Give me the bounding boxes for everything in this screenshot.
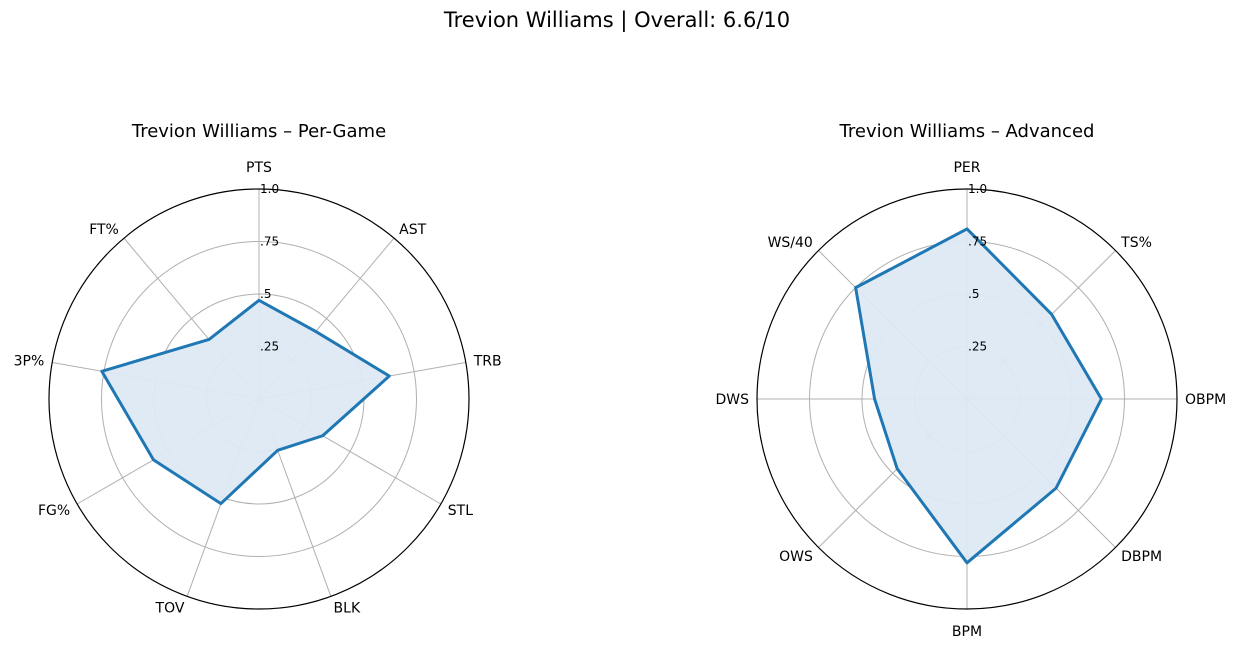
category-label-fg-pct: FG% — [38, 503, 70, 519]
category-label-dbpm: DBPM — [1121, 549, 1162, 565]
radar-per-game: .25 .5 .75 1.0 PTS AST TRB STL BLK TOV FG% 3P% FT% Tr… — [14, 121, 502, 617]
category-label-bpm: BPM — [952, 624, 982, 640]
category-label-pts: PTS — [246, 160, 272, 176]
category-label-dws: DWS — [715, 392, 749, 408]
r-tick-label: 1.0 — [968, 182, 987, 196]
r-tick-label: .5 — [968, 287, 979, 301]
category-label-3p-pct: 3P% — [14, 353, 45, 369]
category-label-ows: OWS — [779, 549, 813, 565]
r-tick-label: .75 — [968, 235, 987, 249]
r-tick-label: 1.0 — [260, 182, 279, 196]
chart-title: Trevion Williams – Per-Game — [131, 121, 386, 142]
category-label-ws-per-40: WS/40 — [768, 235, 813, 251]
series-area — [855, 228, 1102, 563]
r-tick-label: .5 — [260, 287, 271, 301]
radar-advanced: .25 .5 .75 1.0 PER TS% OBPM DBPM BPM OWS DWS WS/40 T… — [715, 121, 1226, 640]
polar-frame — [756, 188, 1178, 610]
category-label-blk: BLK — [334, 601, 361, 617]
category-label-ft-pct: FT% — [89, 222, 119, 238]
category-label-per: PER — [953, 160, 980, 176]
figure-title: Trevion Williams | Overall: 6.6/10 — [443, 8, 791, 32]
category-label-trb: TRB — [473, 353, 502, 369]
series-area — [101, 300, 390, 504]
r-tick-label: .75 — [260, 235, 279, 249]
category-label-stl: STL — [448, 503, 473, 519]
category-label-tov: TOV — [155, 601, 185, 617]
chart-title: Trevion Williams – Advanced — [839, 121, 1095, 142]
r-tick-label: .25 — [260, 340, 279, 354]
polar-frame — [48, 188, 470, 610]
series-line — [100, 298, 391, 506]
category-label-ts-pct: TS% — [1120, 235, 1152, 251]
category-label-ast: AST — [399, 222, 426, 238]
category-label-obpm: OBPM — [1185, 392, 1226, 408]
r-tick-label: .25 — [968, 340, 987, 354]
